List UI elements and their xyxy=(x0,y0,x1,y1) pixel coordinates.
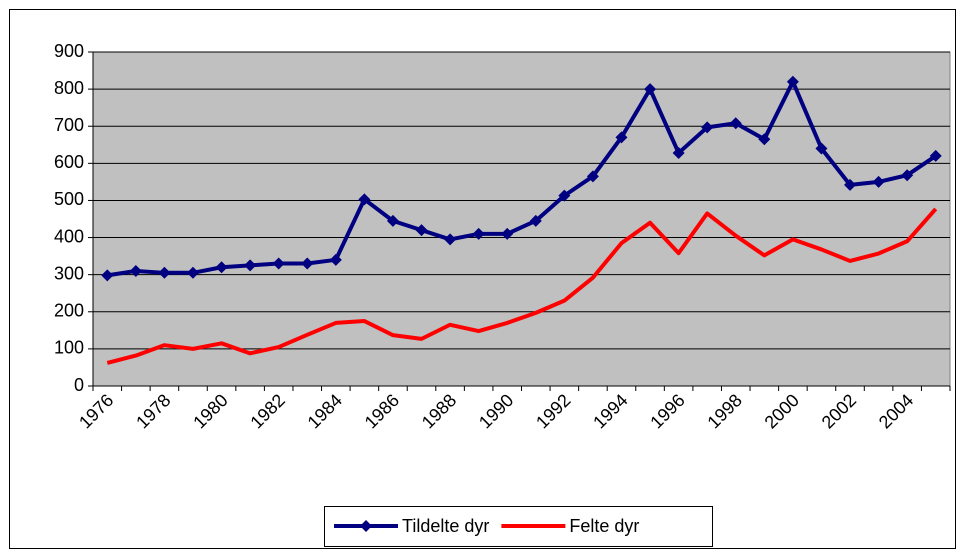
y-tick-label: 800 xyxy=(54,78,84,98)
y-tick-label: 0 xyxy=(74,375,84,395)
data-point xyxy=(758,133,771,146)
data-point xyxy=(872,175,885,188)
data-point xyxy=(815,142,828,155)
series-line xyxy=(106,207,938,365)
data-point xyxy=(129,264,142,277)
plot-area xyxy=(92,51,951,387)
data-point xyxy=(215,261,228,274)
y-tick-label: 700 xyxy=(54,115,84,135)
data-point xyxy=(644,83,657,96)
data-point xyxy=(386,214,399,227)
y-tick-label: 400 xyxy=(54,226,84,246)
data-point xyxy=(444,233,457,246)
data-point xyxy=(244,259,257,272)
legend-label: Tildelte dyr xyxy=(402,516,489,536)
y-tick-label: 600 xyxy=(54,152,84,172)
data-point xyxy=(158,266,171,279)
data-point xyxy=(329,253,342,266)
legend-marker xyxy=(360,520,372,532)
data-point xyxy=(586,170,599,183)
data-point xyxy=(472,227,485,240)
data-point xyxy=(415,224,428,237)
data-point xyxy=(786,75,799,88)
y-tick-label: 200 xyxy=(54,301,84,321)
data-point xyxy=(501,227,514,240)
y-tick-label: 300 xyxy=(54,263,84,283)
data-point xyxy=(901,169,914,182)
y-tick-label: 100 xyxy=(54,338,84,358)
data-point xyxy=(272,257,285,270)
data-point xyxy=(844,178,857,191)
data-point xyxy=(729,117,742,130)
data-point xyxy=(301,257,314,270)
legend-label: Felte dyr xyxy=(569,516,639,536)
data-point xyxy=(929,149,942,162)
data-point xyxy=(615,131,628,144)
data-point xyxy=(101,269,114,282)
y-tick-label: 500 xyxy=(54,189,84,209)
data-point xyxy=(186,266,199,279)
y-tick-label: 900 xyxy=(54,41,84,61)
data-point xyxy=(558,189,571,202)
data-point xyxy=(701,121,714,134)
data-point xyxy=(529,214,542,227)
data-point xyxy=(358,193,371,206)
data-point xyxy=(672,146,685,159)
